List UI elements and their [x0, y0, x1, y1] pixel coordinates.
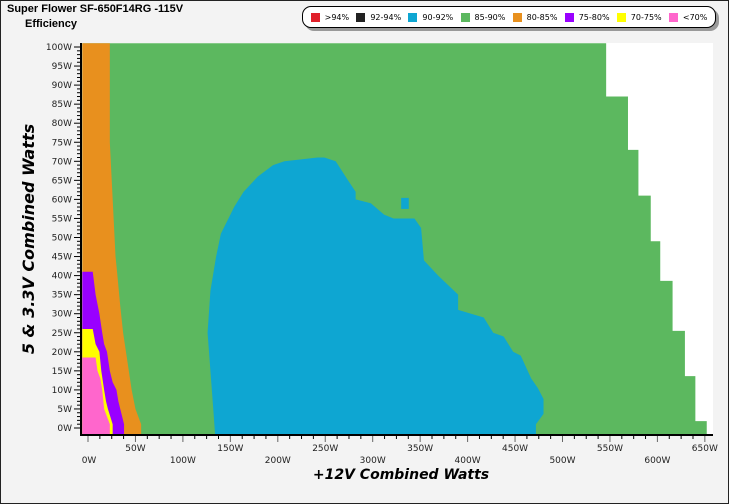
region-90-92-	[401, 197, 409, 209]
legend-label: <70%	[682, 12, 708, 22]
y-tick-label: 95W	[52, 62, 72, 72]
y-tick-label: 100W	[46, 43, 72, 53]
legend-label: 90-92%	[422, 12, 454, 22]
legend-label: 85-90%	[474, 12, 506, 22]
x-tick-label: 0W	[82, 456, 97, 466]
legend-item: 80-85%	[512, 12, 558, 22]
legend: >94% 92-94% 90-92% 85-90% 80-85% 75-80% 70-75%…	[302, 6, 716, 28]
x-tick-label: 550W	[597, 444, 623, 454]
y-axis-title: 5 & 3.3V Combined Watts	[19, 123, 38, 355]
y-tick-label: 70W	[52, 157, 72, 167]
legend-swatch	[616, 12, 626, 22]
legend-label: 70-75%	[630, 12, 662, 22]
y-tick-label: 80W	[52, 119, 72, 129]
y-tick-label: 75W	[52, 138, 72, 148]
x-tick-label: 300W	[360, 456, 386, 466]
x-tick-label: 600W	[644, 456, 670, 466]
chart-title: Super Flower SF-650F14RG -115V	[7, 3, 184, 15]
y-tick-label: 90W	[52, 81, 72, 91]
y-tick-label: 20W	[52, 348, 72, 358]
x-tick-label: 350W	[407, 444, 433, 454]
legend-swatch	[564, 12, 574, 22]
x-tick-label: 100W	[170, 456, 196, 466]
y-tick-label: 55W	[52, 214, 72, 224]
chart-subtitle: Efficiency	[25, 18, 77, 30]
x-tick-label: 50W	[125, 444, 145, 454]
x-tick-label: 450W	[502, 444, 528, 454]
y-tick-label: 35W	[52, 291, 72, 301]
legend-label: 75-80%	[578, 12, 610, 22]
legend-label: 80-85%	[526, 12, 558, 22]
y-tick-label: 30W	[52, 310, 72, 320]
legend-item: 92-94%	[356, 12, 402, 22]
legend-label: >94%	[324, 12, 350, 22]
y-tick-label: 0W	[57, 424, 72, 434]
x-tick-label: 200W	[265, 456, 291, 466]
y-tick-label: 45W	[52, 253, 72, 263]
x-axis-title: +12V Combined Watts	[312, 467, 490, 483]
y-tick-label: 65W	[52, 176, 72, 186]
legend-item: <70%	[668, 12, 708, 22]
y-tick-label: 25W	[52, 329, 72, 339]
y-tick-label: 85W	[52, 100, 72, 110]
region-90-92-	[207, 157, 544, 436]
legend-label: 92-94%	[370, 12, 402, 22]
y-tick-label: 40W	[52, 272, 72, 282]
legend-swatch	[356, 12, 366, 22]
legend-item: 75-80%	[564, 12, 610, 22]
y-tick-label: 60W	[52, 195, 72, 205]
legend-item: 70-75%	[616, 12, 662, 22]
x-tick-label: 400W	[455, 456, 481, 466]
legend-swatch	[310, 12, 320, 22]
y-tick-label: 50W	[52, 234, 72, 244]
x-tick-label: 650W	[692, 444, 718, 454]
x-tick-label: 150W	[217, 444, 243, 454]
x-tick-label: 500W	[549, 456, 575, 466]
x-tick-label: 250W	[312, 444, 338, 454]
y-tick-label: 10W	[52, 386, 72, 396]
legend-swatch	[460, 12, 470, 22]
region--70-	[82, 357, 110, 436]
y-tick-label: 5W	[57, 405, 72, 415]
legend-swatch	[512, 12, 522, 22]
legend-swatch	[408, 12, 418, 22]
y-tick-label: 15W	[52, 367, 72, 377]
legend-item: >94%	[310, 12, 350, 22]
legend-swatch	[668, 12, 678, 22]
legend-item: 90-92%	[408, 12, 454, 22]
legend-item: 85-90%	[460, 12, 506, 22]
